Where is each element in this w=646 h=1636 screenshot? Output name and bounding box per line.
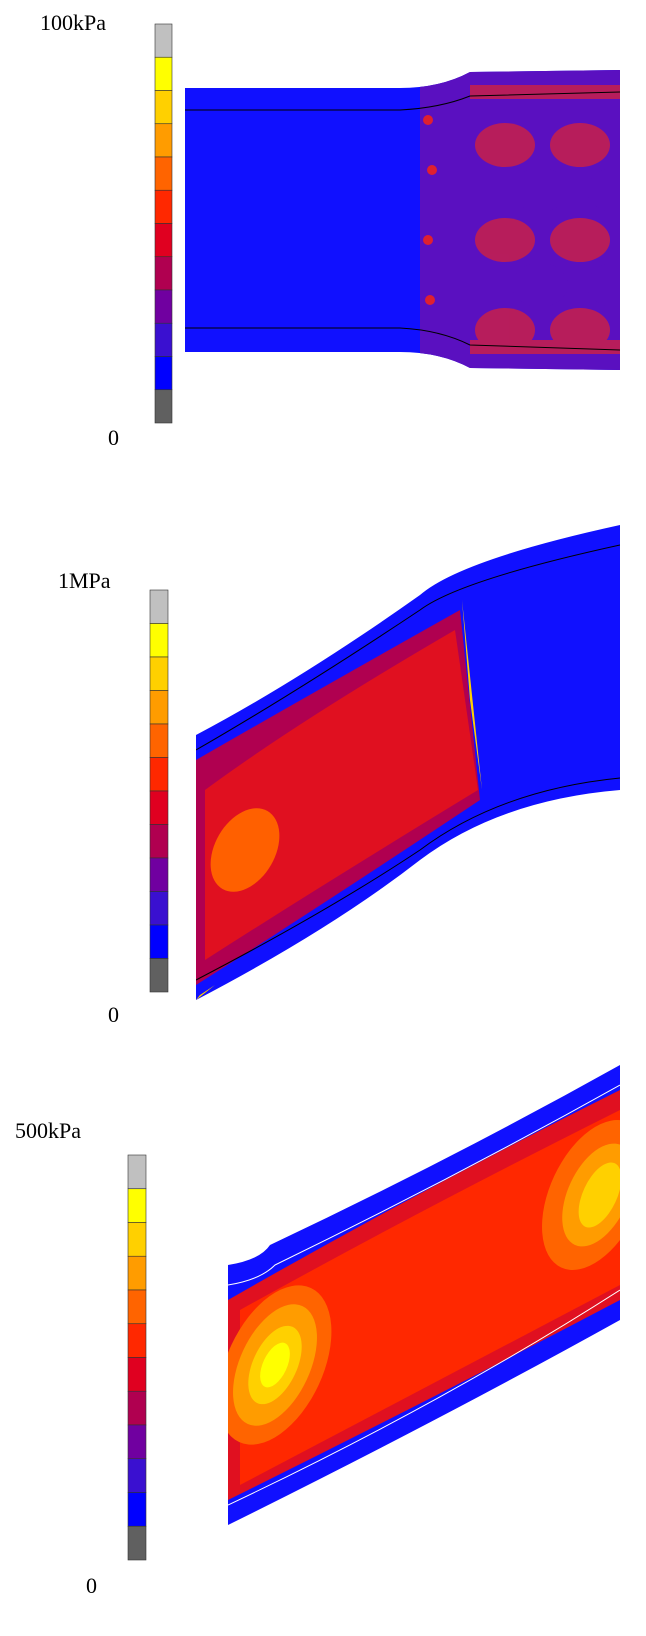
colorbar-swatch xyxy=(149,757,169,792)
colorbar-min-label: 0 xyxy=(108,425,119,450)
colorbar-swatch xyxy=(154,156,173,191)
colorbar-max-label: 500kPa xyxy=(15,1118,81,1143)
colorbar-swatch xyxy=(127,1390,147,1426)
colorbar-swatch xyxy=(154,389,173,424)
colorbar-swatch xyxy=(149,790,169,825)
colorbar-min-label: 0 xyxy=(108,1002,119,1027)
colorbar-min-label: 0 xyxy=(86,1573,97,1598)
colorbar-swatch xyxy=(127,1357,147,1392)
colorbar-swatch xyxy=(154,289,173,324)
colorbar xyxy=(154,23,173,424)
colorbar-swatch xyxy=(127,1424,147,1460)
colorbar-swatch xyxy=(154,123,173,158)
colorbar-swatch xyxy=(127,1492,147,1527)
colorbar-swatch xyxy=(154,90,173,125)
contour-plot xyxy=(196,525,620,1000)
colorbar-swatch xyxy=(149,958,169,993)
colorbar-swatch xyxy=(149,723,169,758)
colorbar xyxy=(127,1154,147,1561)
colorbar-swatch xyxy=(127,1255,147,1291)
colorbar-swatch xyxy=(154,356,173,391)
colorbar-swatch xyxy=(127,1323,147,1358)
panel-2: 1MPa 0 xyxy=(58,525,620,1027)
colorbar-swatch xyxy=(127,1289,147,1325)
colorbar-swatch xyxy=(127,1458,147,1493)
colorbar-max-label: 1MPa xyxy=(58,568,111,593)
colorbar-swatch xyxy=(154,256,173,291)
colorbar-swatch xyxy=(127,1525,147,1561)
colorbar-swatch xyxy=(149,690,169,725)
contour-plot xyxy=(228,1065,620,1525)
colorbar-swatch xyxy=(149,623,169,658)
colorbar-swatch xyxy=(154,189,173,224)
colorbar-swatch xyxy=(149,891,169,926)
colorbar-swatch xyxy=(127,1188,147,1223)
colorbar-swatch xyxy=(149,589,169,624)
colorbar-swatch xyxy=(149,857,169,892)
colorbar-swatch xyxy=(149,924,169,959)
contour-plot xyxy=(185,70,620,370)
colorbar-swatch xyxy=(154,23,173,58)
panel-3: 500kPa 0 xyxy=(15,1065,620,1598)
colorbar-swatch xyxy=(127,1154,147,1190)
colorbar-swatch xyxy=(127,1222,147,1257)
colorbar-swatch xyxy=(154,56,173,91)
colorbar xyxy=(149,589,169,993)
colorbar-swatch xyxy=(149,824,169,859)
colorbar-swatch xyxy=(154,322,173,357)
colorbar-swatch xyxy=(154,223,173,258)
colorbar-swatch xyxy=(149,656,169,691)
panel-1: 100kPa 0 xyxy=(40,10,620,450)
colorbar-max-label: 100kPa xyxy=(40,10,106,35)
